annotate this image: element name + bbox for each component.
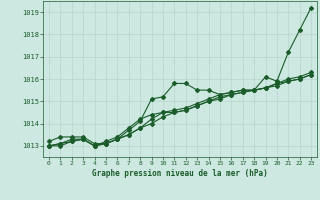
X-axis label: Graphe pression niveau de la mer (hPa): Graphe pression niveau de la mer (hPa) — [92, 169, 268, 178]
